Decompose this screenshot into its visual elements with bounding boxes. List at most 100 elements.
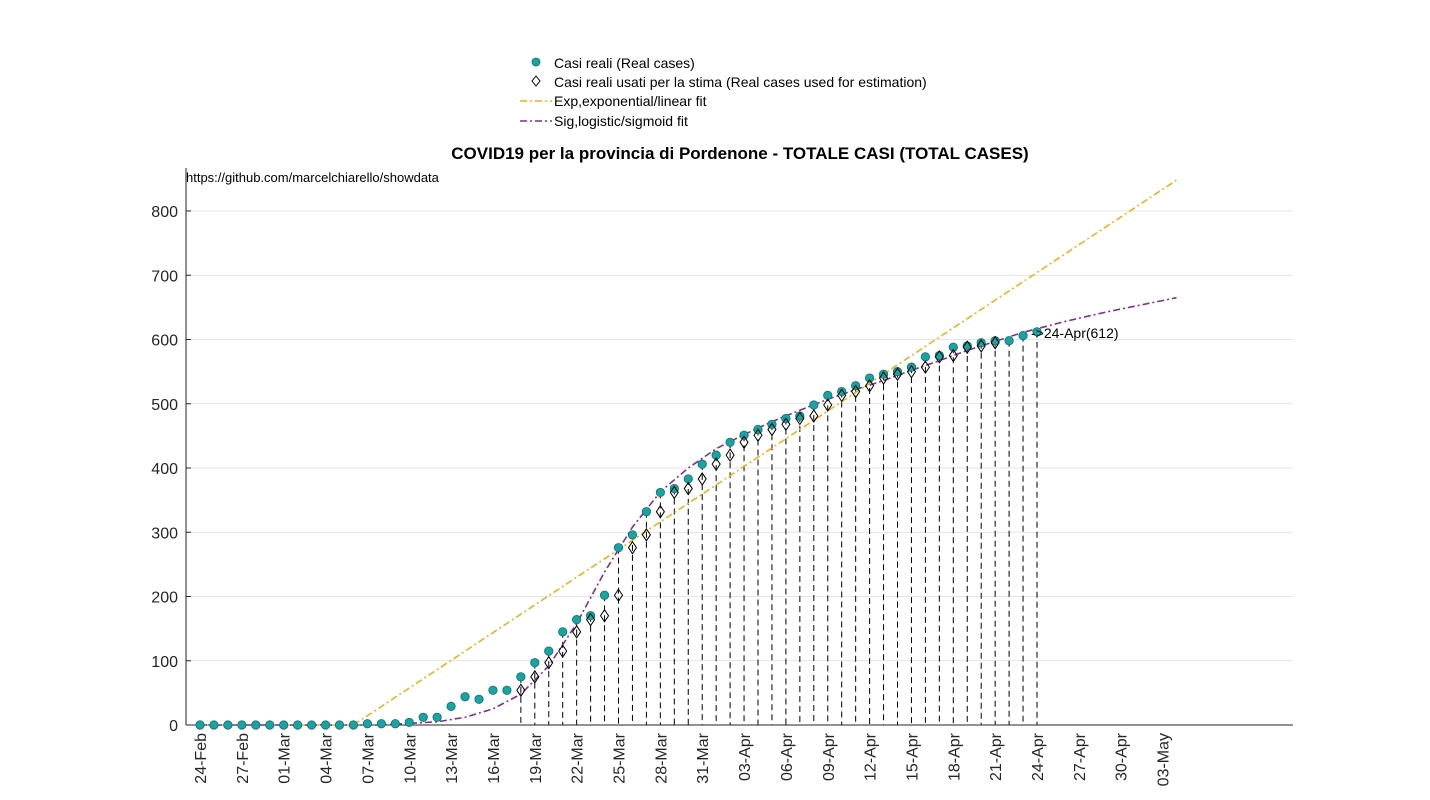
x-tick-label: 06-Apr xyxy=(779,732,796,781)
legend-estimation-marker xyxy=(531,75,541,87)
real-case-point xyxy=(334,720,345,730)
estimation-point xyxy=(823,398,833,412)
legend: Casi reali (Real cases) Casi reali usati… xyxy=(520,55,927,129)
real-case-point xyxy=(237,720,247,730)
real-case-point xyxy=(599,590,610,600)
estimation-point xyxy=(655,504,665,519)
estimation-point xyxy=(906,364,917,379)
plot-background xyxy=(186,168,1293,725)
estimation-point xyxy=(781,417,791,432)
real-case-point xyxy=(460,692,470,702)
source-note: https://github.com/marcelchiarello/showd… xyxy=(186,170,440,185)
estimation-point xyxy=(990,335,1000,350)
real-case-point xyxy=(446,701,456,711)
estimation-point xyxy=(572,624,582,639)
sig-fit-curve xyxy=(200,296,1177,726)
real-case-point xyxy=(265,720,275,730)
real-case-point xyxy=(1018,331,1028,341)
real-case-point xyxy=(809,400,819,410)
x-tick-label: 04-Mar xyxy=(319,732,336,783)
x-tick-label: 09-Apr xyxy=(821,732,838,781)
x-tick-label: 24-Apr xyxy=(1030,732,1047,781)
estimation-point xyxy=(530,669,540,684)
estimation-point xyxy=(920,360,931,375)
x-tick-label: 12-Apr xyxy=(863,732,880,781)
estimation-point xyxy=(558,644,568,659)
x-tick-label: 07-Mar xyxy=(360,732,377,783)
x-tick-label: 03-Apr xyxy=(737,732,754,781)
axis-labels: 0 100 200 300 400 500 600 700 800 24-Feb 27-Feb 01-… xyxy=(151,204,1172,786)
real-case-point xyxy=(348,720,359,730)
estimation-point xyxy=(544,655,554,670)
estimation-point xyxy=(669,485,679,500)
estimation-point xyxy=(948,348,958,363)
y-tick-label: 200 xyxy=(151,590,178,607)
real-case-point xyxy=(502,685,512,695)
x-tick-label: 16-Mar xyxy=(486,732,503,783)
estimation-point xyxy=(725,448,735,463)
real-case-point xyxy=(641,507,652,517)
legend-real-cases-label: Casi reali (Real cases) xyxy=(554,55,695,71)
real-case-point xyxy=(655,487,665,498)
real-case-point xyxy=(739,430,749,440)
x-tick-label: 22-Mar xyxy=(570,732,587,783)
legend-estimation-label: Casi reali usati per la stima (Real case… xyxy=(554,74,927,90)
y-tick-label: 600 xyxy=(151,333,178,350)
estimation-point xyxy=(711,457,721,472)
y-tick-label: 100 xyxy=(151,654,178,671)
real-case-point xyxy=(251,720,261,730)
real-case-point xyxy=(376,719,386,729)
real-case-point xyxy=(948,342,958,352)
y-tick-label: 400 xyxy=(151,461,178,478)
y-tick-label: 500 xyxy=(151,397,178,414)
real-case-point xyxy=(585,611,596,621)
estimation-drop-lines xyxy=(520,331,1038,725)
estimation-point xyxy=(851,384,861,399)
estimation-point xyxy=(739,435,749,450)
real-case-point xyxy=(837,386,847,397)
x-tick-label: 24-Feb xyxy=(193,733,210,784)
real-case-point xyxy=(404,717,414,728)
real-case-point xyxy=(627,530,638,540)
real-case-point xyxy=(697,459,707,469)
real-case-point xyxy=(864,373,875,383)
real-case-point xyxy=(488,685,498,695)
real-case-point xyxy=(669,483,679,494)
real-case-point xyxy=(558,627,568,637)
x-tick-label: 18-Apr xyxy=(946,732,963,781)
estimation-point xyxy=(641,527,652,542)
estimation-point xyxy=(976,339,986,353)
legend-exp-fit-label: Exp,exponential/linear fit xyxy=(554,93,707,109)
x-tick-label: 13-Mar xyxy=(444,732,461,783)
real-case-point xyxy=(878,369,889,379)
legend-real-cases-marker xyxy=(531,57,541,67)
y-tick-label: 700 xyxy=(151,268,178,285)
real-case-point xyxy=(530,658,540,668)
real-case-point xyxy=(362,719,372,729)
estimation-point xyxy=(864,378,875,393)
x-tick-label: 03-May xyxy=(1156,733,1173,786)
estimation-point xyxy=(892,367,903,382)
real-case-point xyxy=(516,672,526,682)
estimation-point xyxy=(599,608,610,623)
estimation-point xyxy=(837,388,847,403)
estimation-point xyxy=(809,409,819,423)
estimation-point xyxy=(878,371,889,385)
estimation-point xyxy=(934,349,944,364)
data-points xyxy=(195,327,1042,730)
x-tick-label: 25-Mar xyxy=(612,732,629,783)
real-case-point xyxy=(711,450,721,460)
estimation-point xyxy=(962,340,972,355)
real-case-point xyxy=(920,352,931,362)
real-case-point xyxy=(613,543,624,553)
estimation-point xyxy=(753,428,763,443)
x-tick-label: 30-Apr xyxy=(1114,732,1131,781)
real-case-point xyxy=(209,720,219,730)
x-tick-label: 19-Mar xyxy=(528,732,545,783)
real-case-point xyxy=(572,615,582,625)
estimation-point xyxy=(795,411,805,426)
real-case-point xyxy=(725,437,735,447)
real-case-point xyxy=(279,720,289,730)
estimation-point xyxy=(516,683,526,698)
